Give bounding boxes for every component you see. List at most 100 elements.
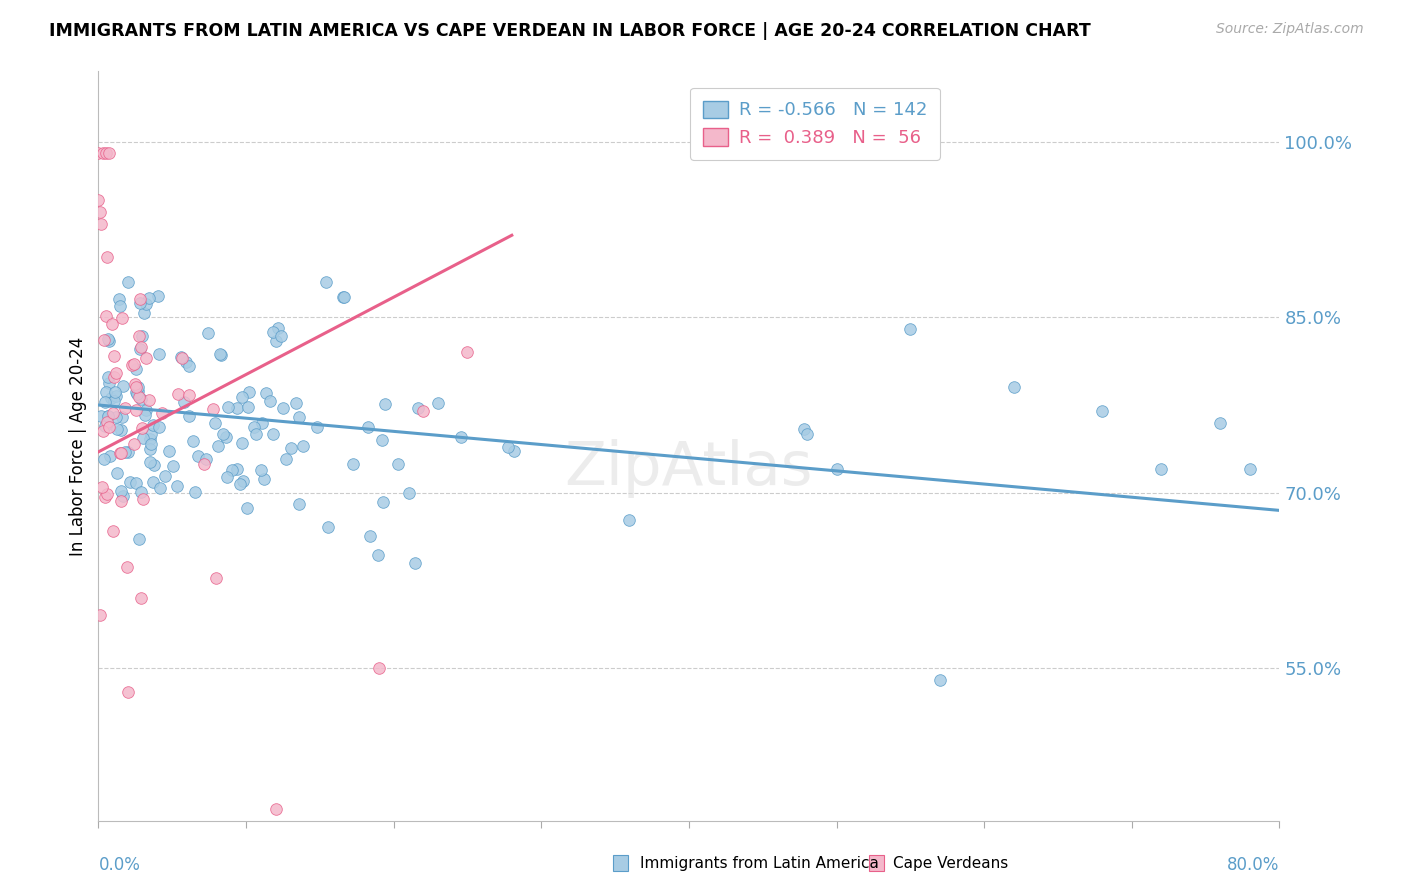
Point [115,559,138,574]
Point [193,457,215,471]
Point [221,463,243,477]
Point [105,389,128,403]
Point [406,401,429,416]
Point [929,673,952,688]
Point [250,416,273,430]
Point [134,297,156,311]
Point [89,205,111,219]
Point [370,433,392,447]
Point [368,661,391,675]
Point [217,400,239,414]
Point [110,446,132,460]
Point [98,420,121,434]
Point [1002,380,1025,394]
Point [131,328,153,343]
Text: Source: ZipAtlas.com: Source: ZipAtlas.com [1216,22,1364,37]
Point [138,454,160,468]
Point [173,395,195,409]
Point [245,426,267,441]
Point [318,520,340,534]
Point [229,477,252,491]
Point [128,390,150,404]
Point [97,146,120,161]
Point [131,340,153,354]
Point [139,442,162,457]
Point [342,457,364,471]
Point [101,406,124,420]
Point [226,401,249,415]
Point [122,436,145,450]
Point [117,445,139,459]
Point [121,358,143,372]
Point [179,359,201,373]
Point [179,409,201,423]
Point [502,443,524,458]
Point [262,427,284,442]
Point [125,402,148,417]
Point [110,494,132,508]
Point [108,446,131,460]
Point [226,461,249,475]
Point [253,472,276,486]
Point [141,436,163,450]
Point [202,401,225,416]
Point [292,439,315,453]
Point [97,370,120,384]
Point [124,385,146,400]
Point [125,379,148,393]
Point [131,421,153,435]
Point [359,529,381,543]
Point [208,347,231,361]
Point [97,334,120,348]
Point [128,329,150,343]
Point [87,146,110,161]
Point [134,408,156,422]
Point [496,440,519,454]
Point [111,311,134,326]
Legend: R = -0.566   N = 142, R =  0.389   N =  56: R = -0.566 N = 142, R = 0.389 N = 56 [690,88,939,160]
Point [374,397,396,411]
Point [100,317,122,331]
Point [404,556,426,570]
Point [104,366,127,380]
Point [90,409,112,424]
Point [139,432,162,446]
Bar [613,855,628,871]
Point [142,417,165,432]
Point [793,422,815,436]
Point [96,415,118,429]
Text: 0.0%: 0.0% [98,855,141,874]
Point [170,351,193,366]
Point [104,385,127,400]
Point [184,485,207,500]
Point [114,444,136,458]
Point [135,351,157,365]
Y-axis label: In Labor Force | Age 20-24: In Labor Force | Age 20-24 [69,336,87,556]
Point [457,345,479,359]
Point [100,391,122,405]
Point [124,377,146,392]
Point [232,474,254,488]
Point [187,450,209,464]
Point [110,300,132,314]
Point [254,385,277,400]
Point [131,591,153,606]
Point [146,289,169,303]
Point [91,481,114,495]
Point [271,401,294,416]
Point [103,370,125,384]
Point [332,290,354,304]
Point [117,685,139,699]
Point [148,347,170,361]
Point [141,426,163,441]
Point [1239,462,1261,476]
Point [91,424,114,438]
Point [138,291,160,305]
Point [238,385,260,400]
Point [129,392,152,406]
Point [94,418,117,433]
Point [148,419,170,434]
Text: IMMIGRANTS FROM LATIN AMERICA VS CAPE VERDEAN IN LABOR FORCE | AGE 20-24 CORRELA: IMMIGRANTS FROM LATIN AMERICA VS CAPE VE… [49,22,1091,40]
Point [426,395,449,409]
Point [170,350,193,364]
